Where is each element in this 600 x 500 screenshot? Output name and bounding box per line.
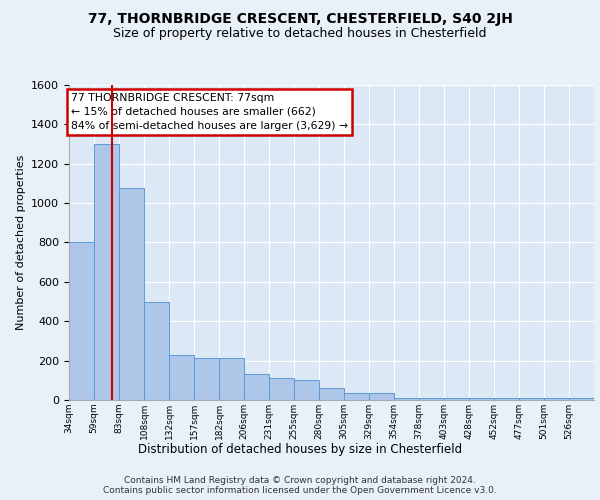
Text: 77, THORNBRIDGE CRESCENT, CHESTERFIELD, S40 2JH: 77, THORNBRIDGE CRESCENT, CHESTERFIELD, … [88,12,512,26]
Bar [394,398,419,400]
Bar [94,144,119,400]
Text: 77 THORNBRIDGE CRESCENT: 77sqm
← 15% of detached houses are smaller (662)
84% of: 77 THORNBRIDGE CRESCENT: 77sqm ← 15% of … [71,93,348,131]
Bar [194,358,219,400]
Bar [344,393,369,400]
Y-axis label: Number of detached properties: Number of detached properties [16,155,26,330]
Bar [544,398,569,400]
Bar [469,398,494,400]
Text: Size of property relative to detached houses in Chesterfield: Size of property relative to detached ho… [113,28,487,40]
Text: Distribution of detached houses by size in Chesterfield: Distribution of detached houses by size … [138,442,462,456]
Bar [269,378,294,400]
Bar [144,302,169,400]
Bar [119,188,144,400]
Bar [519,398,544,400]
Text: Contains HM Land Registry data © Crown copyright and database right 2024.
Contai: Contains HM Land Registry data © Crown c… [103,476,497,495]
Bar [319,388,344,400]
Bar [294,380,319,400]
Bar [494,398,519,400]
Bar [444,398,469,400]
Bar [69,242,94,400]
Bar [244,374,269,400]
Bar [419,398,444,400]
Bar [569,398,594,400]
Bar [369,393,394,400]
Bar [219,358,244,400]
Bar [169,354,194,400]
